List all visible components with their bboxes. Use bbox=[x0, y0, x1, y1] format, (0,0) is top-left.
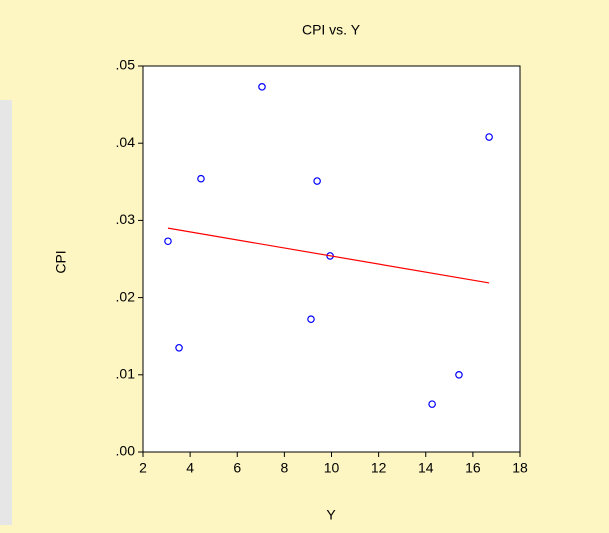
chart-title: CPI vs. Y bbox=[302, 22, 361, 38]
y-tick-label: .03 bbox=[116, 211, 136, 227]
y-tick-label: .04 bbox=[116, 134, 136, 150]
x-tick-label: 10 bbox=[324, 460, 340, 476]
point bbox=[428, 400, 436, 408]
fit-line bbox=[167, 227, 490, 284]
y-axis-label: CPI bbox=[53, 250, 69, 273]
x-tick-label: 14 bbox=[418, 460, 434, 476]
x-tick-label: 16 bbox=[465, 460, 481, 476]
x-tick-label: 8 bbox=[280, 460, 288, 476]
point bbox=[485, 133, 493, 141]
y-tick-label: .02 bbox=[116, 288, 136, 304]
x-tick-label: 6 bbox=[233, 460, 241, 476]
x-tick-label: 12 bbox=[371, 460, 387, 476]
point bbox=[313, 177, 321, 185]
point bbox=[455, 370, 463, 379]
y-tick-label: .05 bbox=[116, 57, 136, 73]
point bbox=[307, 315, 315, 324]
point bbox=[197, 174, 205, 183]
side-panel bbox=[0, 100, 12, 525]
y-tick-label: .01 bbox=[116, 366, 136, 382]
x-tick-label: 4 bbox=[186, 460, 194, 476]
x-tick-label: 18 bbox=[512, 460, 528, 476]
point bbox=[175, 343, 183, 352]
x-tick-label: 2 bbox=[139, 460, 147, 476]
point bbox=[258, 83, 266, 91]
x-axis-label: Y bbox=[326, 507, 336, 523]
point bbox=[164, 237, 172, 246]
y-tick-label: .00 bbox=[116, 443, 136, 459]
